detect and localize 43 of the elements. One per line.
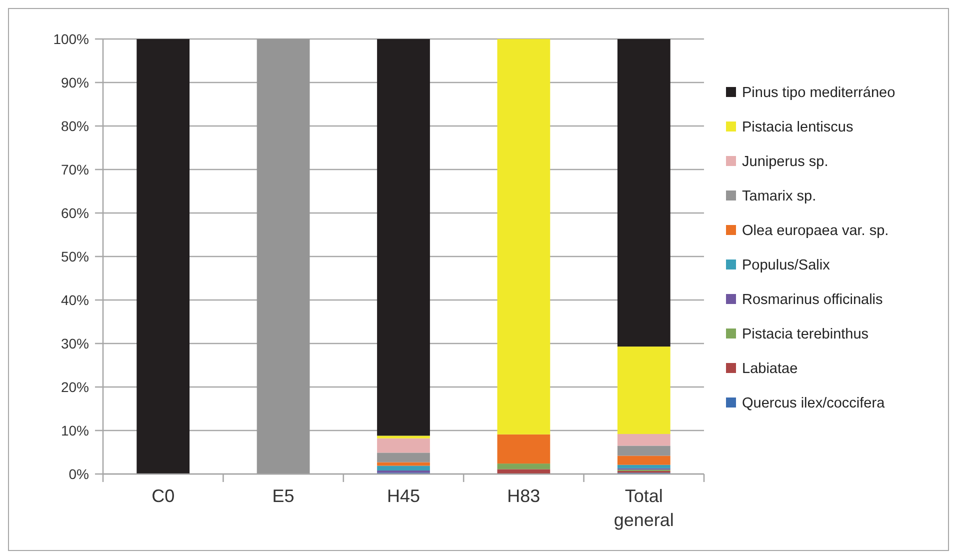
bar [377,39,430,436]
legend-label: Juniperus sp. [742,154,828,170]
bar [497,434,550,464]
bar [497,464,550,470]
bar [617,346,670,434]
legend-label: Pistacia lentiscus [742,120,854,136]
x-tick-label: C0 [152,486,175,506]
bar [497,39,550,434]
y-tick-label: 20% [60,378,89,395]
y-tick-label: 0% [68,466,89,482]
legend-label: Labiatae [742,361,798,378]
legend-label: Olea europaea var. sp. [742,223,889,240]
bar [617,446,670,456]
y-tick-label: 40% [60,292,89,308]
bar [136,39,190,474]
y-tick-label: 30% [60,335,89,352]
bar [256,39,310,474]
y-tick-label: 90% [60,74,89,90]
y-tick-label: 50% [60,248,89,264]
bar [497,469,550,474]
bar [617,39,670,347]
x-tick-label: H45 [386,486,420,506]
y-tick-label: 80% [60,118,89,134]
bar [617,434,670,446]
legend-label: Rosmarinus officinalis [742,292,883,308]
x-tick-label: Total general [614,486,674,530]
y-tick-label: 10% [60,422,89,438]
legend-label: Quercus ilex/coccifera [742,396,886,412]
bar [377,466,430,471]
y-tick-label: 60% [60,204,89,221]
y-tick-label: 70% [60,161,89,178]
legend-label: Tamarix sp. [742,188,816,205]
legend-label: Pistacia terebinthus [742,326,869,343]
y-tick-label: 100% [53,30,89,47]
legend-label: Pinus tipo mediterráneo [742,85,896,102]
bar [617,456,670,465]
bar [377,438,430,453]
bar [377,452,430,462]
x-tick-label: H83 [507,486,540,506]
legend-label: Populus/Salix [742,258,831,274]
x-tick-label: E5 [272,486,294,506]
bar [377,436,430,438]
bar [617,464,670,468]
